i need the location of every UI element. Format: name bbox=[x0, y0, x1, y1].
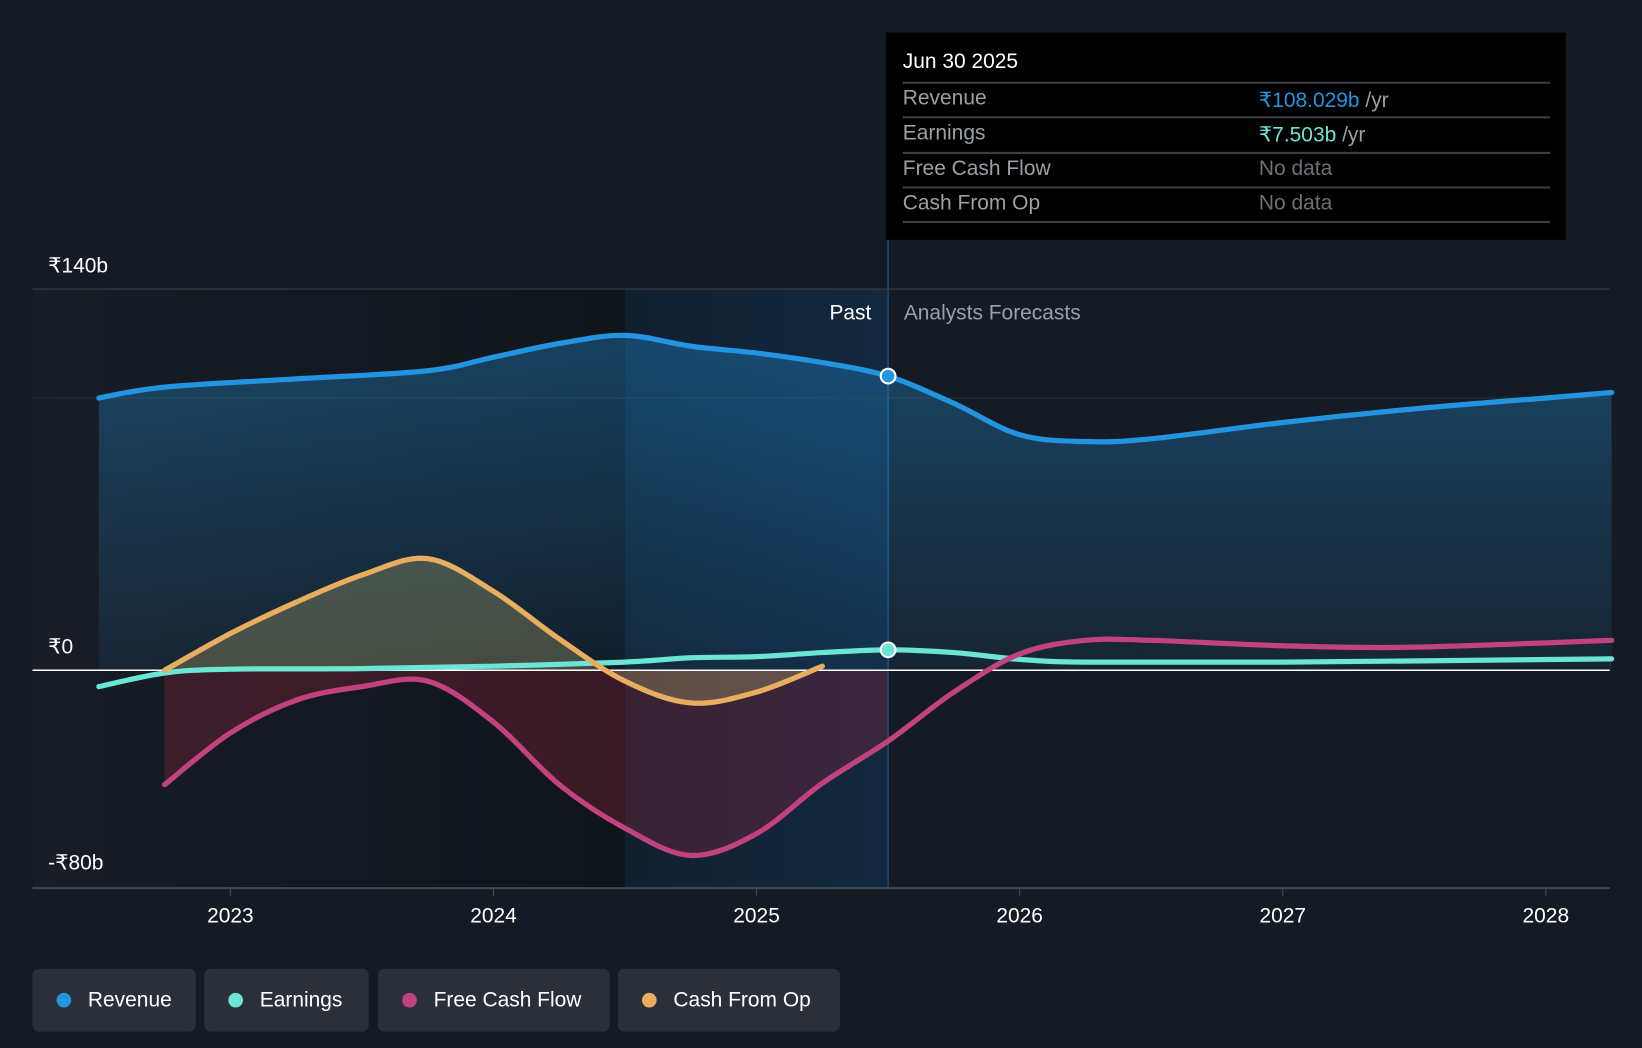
tooltip-value: ₹7.503b bbox=[1258, 123, 1337, 147]
area-revenue bbox=[98, 335, 1612, 671]
tooltip: Jun 30 2025 Revenue ₹108.029b /yr Earning… bbox=[886, 32, 1566, 240]
tooltip-value-wrap: ₹108.029b /yr bbox=[1259, 87, 1389, 113]
tooltip-row-earnings: Earnings ₹7.503b /yr bbox=[902, 116, 1551, 153]
tooltip-row-revenue: Revenue ₹108.029b /yr bbox=[902, 81, 1551, 119]
x-tick-label: 2026 bbox=[996, 905, 1043, 928]
marker-earnings bbox=[879, 641, 897, 659]
y-tick-label: -₹80b bbox=[48, 851, 103, 874]
tooltip-label: Earnings bbox=[902, 121, 986, 145]
tooltip-row-fcf: Free Cash Flow No data bbox=[902, 151, 1551, 189]
past-label: Past bbox=[829, 301, 871, 324]
line-free-cash-flow bbox=[162, 636, 1615, 859]
x-tick-label: 2027 bbox=[1259, 905, 1306, 928]
tooltip-value: No data bbox=[1258, 191, 1333, 215]
tooltip-value-wrap: ₹7.503b /yr bbox=[1259, 121, 1365, 147]
legend-cash-from-op[interactable]: Cash From Op bbox=[617, 968, 840, 1032]
legend-label: Earnings bbox=[259, 988, 343, 1012]
tooltip-unit: /yr bbox=[1342, 123, 1366, 147]
legend-label: Free Cash Flow bbox=[433, 988, 582, 1012]
x-tick-label: 2023 bbox=[207, 905, 254, 928]
legend-free-cash-flow[interactable]: Free Cash Flow bbox=[378, 968, 610, 1032]
x-tick-label: 2024 bbox=[470, 905, 517, 928]
legend-label: Cash From Op bbox=[673, 988, 811, 1012]
tooltip-row-cfo: Cash From Op No data bbox=[902, 186, 1551, 223]
tooltip-date: Jun 30 2025 bbox=[902, 50, 1019, 74]
tooltip-label: Free Cash Flow bbox=[902, 157, 1051, 181]
line-cash-from-op bbox=[162, 555, 825, 706]
x-tick-label: 2025 bbox=[733, 905, 780, 928]
dot-icon bbox=[228, 992, 243, 1008]
legend-earnings[interactable]: Earnings bbox=[204, 968, 369, 1032]
dot-icon bbox=[641, 992, 657, 1008]
line-earnings bbox=[96, 647, 1615, 690]
line-revenue bbox=[96, 332, 1615, 445]
legend-revenue[interactable]: Revenue bbox=[32, 968, 196, 1032]
tooltip-unit: /yr bbox=[1365, 89, 1389, 113]
tooltip-value: No data bbox=[1258, 157, 1333, 181]
dot-icon bbox=[56, 992, 72, 1008]
tooltip-label: Cash From Op bbox=[902, 191, 1041, 215]
forecast-label: Analysts Forecasts bbox=[904, 301, 1081, 324]
marker-revenue bbox=[879, 367, 897, 385]
divider bbox=[902, 220, 1551, 224]
y-tick-label: ₹140b bbox=[48, 254, 108, 277]
y-tick-label: ₹0 bbox=[48, 636, 73, 659]
legend-label: Revenue bbox=[87, 988, 172, 1012]
dot-icon bbox=[402, 992, 417, 1008]
x-tick-label: 2028 bbox=[1523, 905, 1570, 928]
area-free-cash-flow bbox=[164, 670, 889, 856]
tooltip-label: Revenue bbox=[902, 86, 987, 110]
tooltip-value: ₹108.029b bbox=[1258, 89, 1360, 113]
